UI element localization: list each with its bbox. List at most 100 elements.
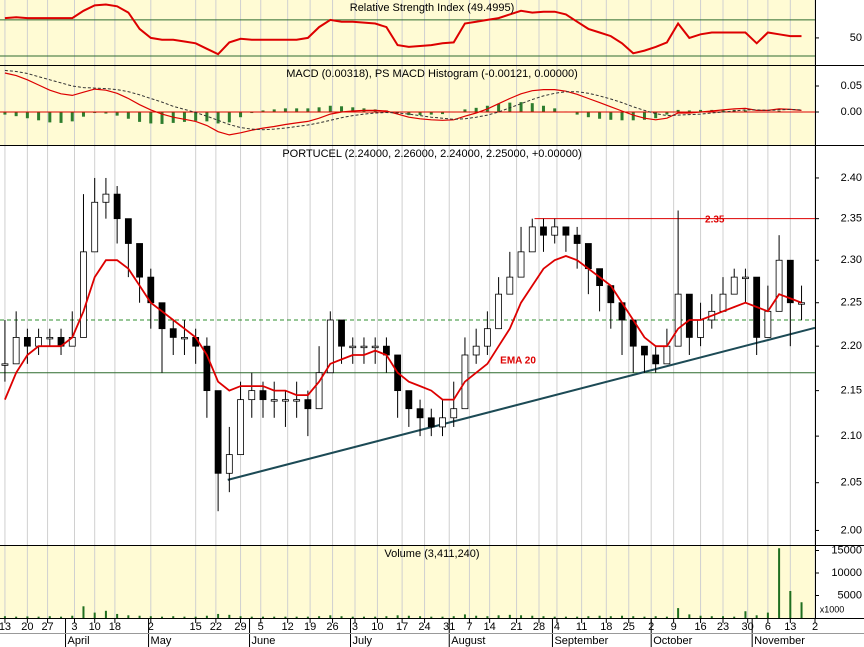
histogram-bar bbox=[93, 111, 97, 114]
volume-bar bbox=[721, 616, 724, 618]
x-tick-label: 18 bbox=[600, 621, 612, 633]
histogram-bar bbox=[25, 111, 29, 119]
x-tick-label: 3 bbox=[71, 621, 77, 633]
volume-bar bbox=[508, 614, 511, 618]
histogram-bar bbox=[81, 111, 85, 117]
volume-bar bbox=[396, 615, 399, 618]
histogram-bar bbox=[777, 110, 781, 112]
volume-bar bbox=[104, 610, 107, 618]
x-tick-label: 27 bbox=[41, 621, 53, 633]
price-body bbox=[764, 310, 772, 338]
volume-bar bbox=[138, 615, 141, 618]
price-body bbox=[506, 276, 514, 295]
volume-bar bbox=[183, 616, 186, 618]
price-body bbox=[12, 337, 20, 365]
price-body bbox=[641, 345, 648, 356]
histogram-bar bbox=[586, 111, 590, 118]
histogram-bar bbox=[149, 111, 153, 124]
price-body bbox=[349, 345, 357, 349]
volume-bar bbox=[564, 616, 567, 618]
price-body bbox=[338, 319, 345, 347]
histogram-bar bbox=[328, 105, 332, 112]
price-body bbox=[416, 408, 424, 419]
histogram-bar bbox=[138, 111, 142, 122]
volume-bar bbox=[520, 615, 523, 618]
x-tick-label: 16 bbox=[694, 621, 706, 633]
x-tick-label: 18 bbox=[109, 621, 121, 633]
price-body bbox=[214, 390, 222, 474]
y-tick-label: 2.00 bbox=[841, 524, 862, 536]
panel-background bbox=[0, 546, 815, 618]
volume-bar bbox=[93, 612, 96, 618]
x-tick-label: 5 bbox=[258, 621, 264, 633]
price-body bbox=[237, 399, 244, 456]
volume-bar bbox=[261, 616, 264, 618]
histogram-bar bbox=[261, 110, 265, 112]
y-tick-label: 10000 bbox=[831, 567, 862, 579]
y-tick-label: 2.10 bbox=[841, 430, 862, 442]
panel-title: Volume (3,411,240) bbox=[384, 548, 479, 560]
price-body bbox=[405, 390, 413, 410]
volume-bar bbox=[82, 606, 85, 618]
month-label: May bbox=[151, 635, 172, 647]
price-body bbox=[360, 345, 368, 349]
volume-bar bbox=[71, 615, 74, 618]
price-body bbox=[225, 454, 233, 474]
price-body bbox=[315, 372, 323, 410]
price-body bbox=[169, 328, 177, 338]
histogram-bar bbox=[441, 111, 445, 115]
volume-bar bbox=[329, 615, 332, 618]
volume-bar bbox=[553, 616, 556, 618]
histogram-bar bbox=[687, 110, 691, 112]
ema-line bbox=[4, 255, 802, 401]
histogram-bar bbox=[182, 111, 186, 122]
volume-bar bbox=[576, 616, 579, 618]
price-body bbox=[674, 293, 682, 347]
histogram-bar bbox=[216, 111, 220, 124]
volume-bar bbox=[497, 615, 500, 618]
price-body bbox=[282, 399, 289, 402]
price-body bbox=[371, 345, 379, 349]
volume-bar bbox=[587, 616, 590, 618]
y-tick-label: 2.40 bbox=[841, 172, 862, 184]
x-tick-label: 4 bbox=[554, 621, 560, 633]
histogram-bar bbox=[699, 109, 703, 112]
y-tick-label: 5000 bbox=[838, 589, 862, 601]
price-body bbox=[551, 226, 559, 236]
month-label: October bbox=[653, 635, 692, 647]
volume-bar bbox=[452, 616, 455, 618]
indicator-line bbox=[4, 72, 802, 136]
histogram-bar bbox=[530, 103, 534, 112]
x-tick-label: 6 bbox=[765, 621, 771, 633]
y-tick-label: 50 bbox=[850, 32, 862, 44]
x-tick-label: 11 bbox=[576, 621, 587, 633]
price-body bbox=[663, 345, 671, 365]
volume-bar bbox=[621, 615, 624, 618]
price-body bbox=[685, 293, 693, 338]
price-body bbox=[1, 363, 9, 366]
price-body bbox=[540, 226, 547, 236]
month-label: July bbox=[353, 635, 373, 647]
price-body bbox=[248, 390, 256, 401]
volume-bar bbox=[318, 616, 321, 618]
histogram-bar bbox=[654, 111, 658, 119]
volume-bar bbox=[632, 616, 635, 618]
y-tick-label: 2.15 bbox=[841, 385, 862, 397]
volume-bar bbox=[205, 615, 208, 618]
panel-background bbox=[0, 146, 815, 545]
price-body bbox=[203, 345, 211, 392]
histogram-bar bbox=[239, 111, 243, 118]
volume-bar bbox=[643, 616, 646, 618]
x-tick-label: 10 bbox=[371, 621, 383, 633]
unit-label: x1000 bbox=[820, 604, 845, 614]
volume-bar bbox=[677, 608, 680, 618]
price-body bbox=[775, 259, 783, 312]
histogram-bar bbox=[48, 111, 52, 123]
volume-bar bbox=[598, 615, 601, 618]
x-tick-label: 22 bbox=[210, 621, 222, 633]
histogram-bar bbox=[407, 111, 411, 116]
x-tick-label: 12 bbox=[282, 621, 294, 633]
volume-bar bbox=[475, 615, 478, 618]
volume-bar bbox=[15, 616, 18, 618]
x-tick-label: 24 bbox=[418, 621, 430, 633]
